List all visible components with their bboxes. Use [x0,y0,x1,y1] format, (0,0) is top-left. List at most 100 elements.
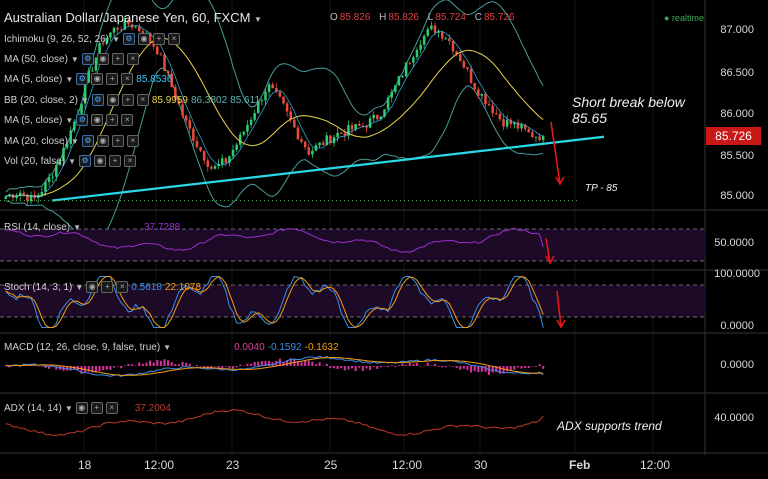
stoch-legend[interactable]: Stoch (14, 3, 1) ▼ ◉ + × 0.5618 22.1078 [4,281,201,293]
chevron-down-icon[interactable]: ▼ [68,156,77,166]
x-tick-label: 23 [226,458,240,472]
chevron-down-icon[interactable]: ▼ [163,343,172,352]
eye-icon[interactable]: ◉ [75,402,88,414]
macd-histogram-bar [177,364,181,366]
candle-body [101,43,105,45]
gear-icon[interactable]: ⚙ [91,94,104,106]
indicator-value: 86.3802 [191,94,228,106]
adx-legend[interactable]: ADX (14, 14) ▼ ◉ + × 37.2004 [4,402,171,414]
macd-histogram-bar [423,365,426,367]
plus-icon[interactable]: + [111,135,124,147]
gear-icon[interactable]: ⚙ [79,155,92,167]
indicator-row-ichimoku[interactable]: Ichimoku (9, 26, 52, 26) ▼ ⚙ ◉ + × [4,33,180,45]
candle-body [318,142,321,146]
chevron-down-icon[interactable]: ▼ [73,223,82,232]
chart-title[interactable]: Australian Dollar/Japanese Yen, 60, FXCM… [4,10,262,25]
candle-body [253,113,256,120]
eye-icon[interactable]: ◉ [91,114,104,126]
plus-icon[interactable]: + [90,402,103,414]
chevron-down-icon[interactable]: ▼ [65,74,74,84]
candle-body [444,38,448,40]
macd-histogram-bar [329,366,332,369]
macd-histogram-bar [502,366,505,374]
indicator-value: 22.1078 [164,281,202,293]
candle-body [343,133,347,136]
chevron-down-icon[interactable]: ▼ [64,403,73,413]
chevron-down-icon[interactable]: ▼ [80,95,89,105]
macd-histogram-bar [141,363,144,366]
candle-body [433,25,437,33]
eye-icon[interactable]: ◉ [91,73,104,85]
close-icon[interactable]: × [124,155,137,167]
close-icon[interactable]: × [116,281,129,293]
rsi-pane [0,227,705,262]
macd-legend[interactable]: MACD (12, 26, close, 9, false, true) ▼ 0.… [4,342,339,353]
chevron-down-icon[interactable]: ▼ [65,115,74,125]
candle-body [498,113,502,120]
candle-body [390,91,393,98]
close-icon[interactable]: × [121,73,134,85]
eye-icon[interactable]: ◉ [86,281,99,293]
eye-icon[interactable]: ◉ [106,94,119,106]
macd-histogram-bar [37,366,40,367]
indicator-row-bb[interactable]: BB (20, close, 2) ▼ ⚙ ◉ + × 85.9959 86.3802 … [4,94,260,106]
candle-body [541,136,545,141]
annotation-break: Short break below 85.65 [572,94,685,126]
macd-histogram-bar [419,365,422,367]
rsi-legend[interactable]: RSI (14, close) ▼ 37.7288 [4,222,180,233]
macd-signal-line [5,357,544,376]
eye-icon[interactable]: ◉ [94,155,107,167]
macd-histogram-bar [387,366,390,368]
indicator-row-ma20[interactable]: MA (20, close) ▼ ⚙ ◉ + × [4,135,139,147]
gear-icon[interactable]: ⚙ [81,135,94,147]
gear-icon[interactable]: ⚙ [81,53,94,65]
close-icon[interactable]: × [167,33,180,45]
close-icon[interactable]: × [126,135,139,147]
indicator-value: 37.2004 [134,402,171,414]
gear-icon[interactable]: ⚙ [76,114,89,126]
close-icon[interactable]: × [121,114,134,126]
macd-histogram-bar [336,366,339,370]
eye-icon[interactable]: ◉ [96,135,109,147]
indicator-value: 0.0040 [234,342,265,353]
close-icon[interactable]: × [136,94,149,106]
chevron-down-icon[interactable]: ▼ [70,54,79,64]
realtime-indicator: ● realtime [664,13,704,23]
plus-icon[interactable]: + [106,114,119,126]
close-icon[interactable]: × [105,402,118,414]
macd-histogram-bar [412,364,415,366]
candle-body [347,125,350,136]
indicator-row-ma5[interactable]: MA (5, close) ▼ ⚙ ◉ + × 85.8536 [4,73,172,85]
macd-histogram-bar [477,366,480,373]
chevron-down-icon[interactable]: ▼ [254,15,262,24]
plus-icon[interactable]: + [121,94,134,106]
candle-body [440,31,444,39]
eye-icon[interactable]: ◉ [96,53,109,65]
plus-icon[interactable]: + [101,281,114,293]
plus-icon[interactable]: + [109,155,122,167]
y-tick-label: 100.0000 [714,268,760,280]
chevron-down-icon[interactable]: ▼ [70,136,79,146]
plus-icon[interactable]: + [111,53,124,65]
eye-icon[interactable]: ◉ [137,33,150,45]
chevron-down-icon[interactable]: ▼ [112,34,120,44]
indicator-row-ma50[interactable]: MA (50, close) ▼ ⚙ ◉ + × [4,53,139,65]
indicator-row-vol[interactable]: Vol (20, false) ▼ ⚙ ◉ + × [4,155,137,167]
candle-body [119,29,123,31]
close-icon[interactable]: × [126,53,139,65]
plus-icon[interactable]: + [152,33,165,45]
chevron-down-icon[interactable]: ▼ [75,282,84,292]
plus-icon[interactable]: + [106,73,119,85]
macd-histogram-bar [44,366,47,368]
candle-body [278,91,282,97]
candle-body [257,100,260,114]
macd-histogram-bar [249,363,253,366]
macd-histogram-bar [408,362,411,366]
indicator-row-ma5-b[interactable]: MA (5, close) ▼ ⚙ ◉ + × [4,114,134,126]
indicator-label: MA (20, close) [4,135,68,147]
gear-icon[interactable]: ⚙ [76,73,89,85]
candle-body [296,127,300,140]
candle-body [437,31,440,33]
macd-histogram-bar [484,366,487,372]
gear-icon[interactable]: ⚙ [122,33,135,45]
